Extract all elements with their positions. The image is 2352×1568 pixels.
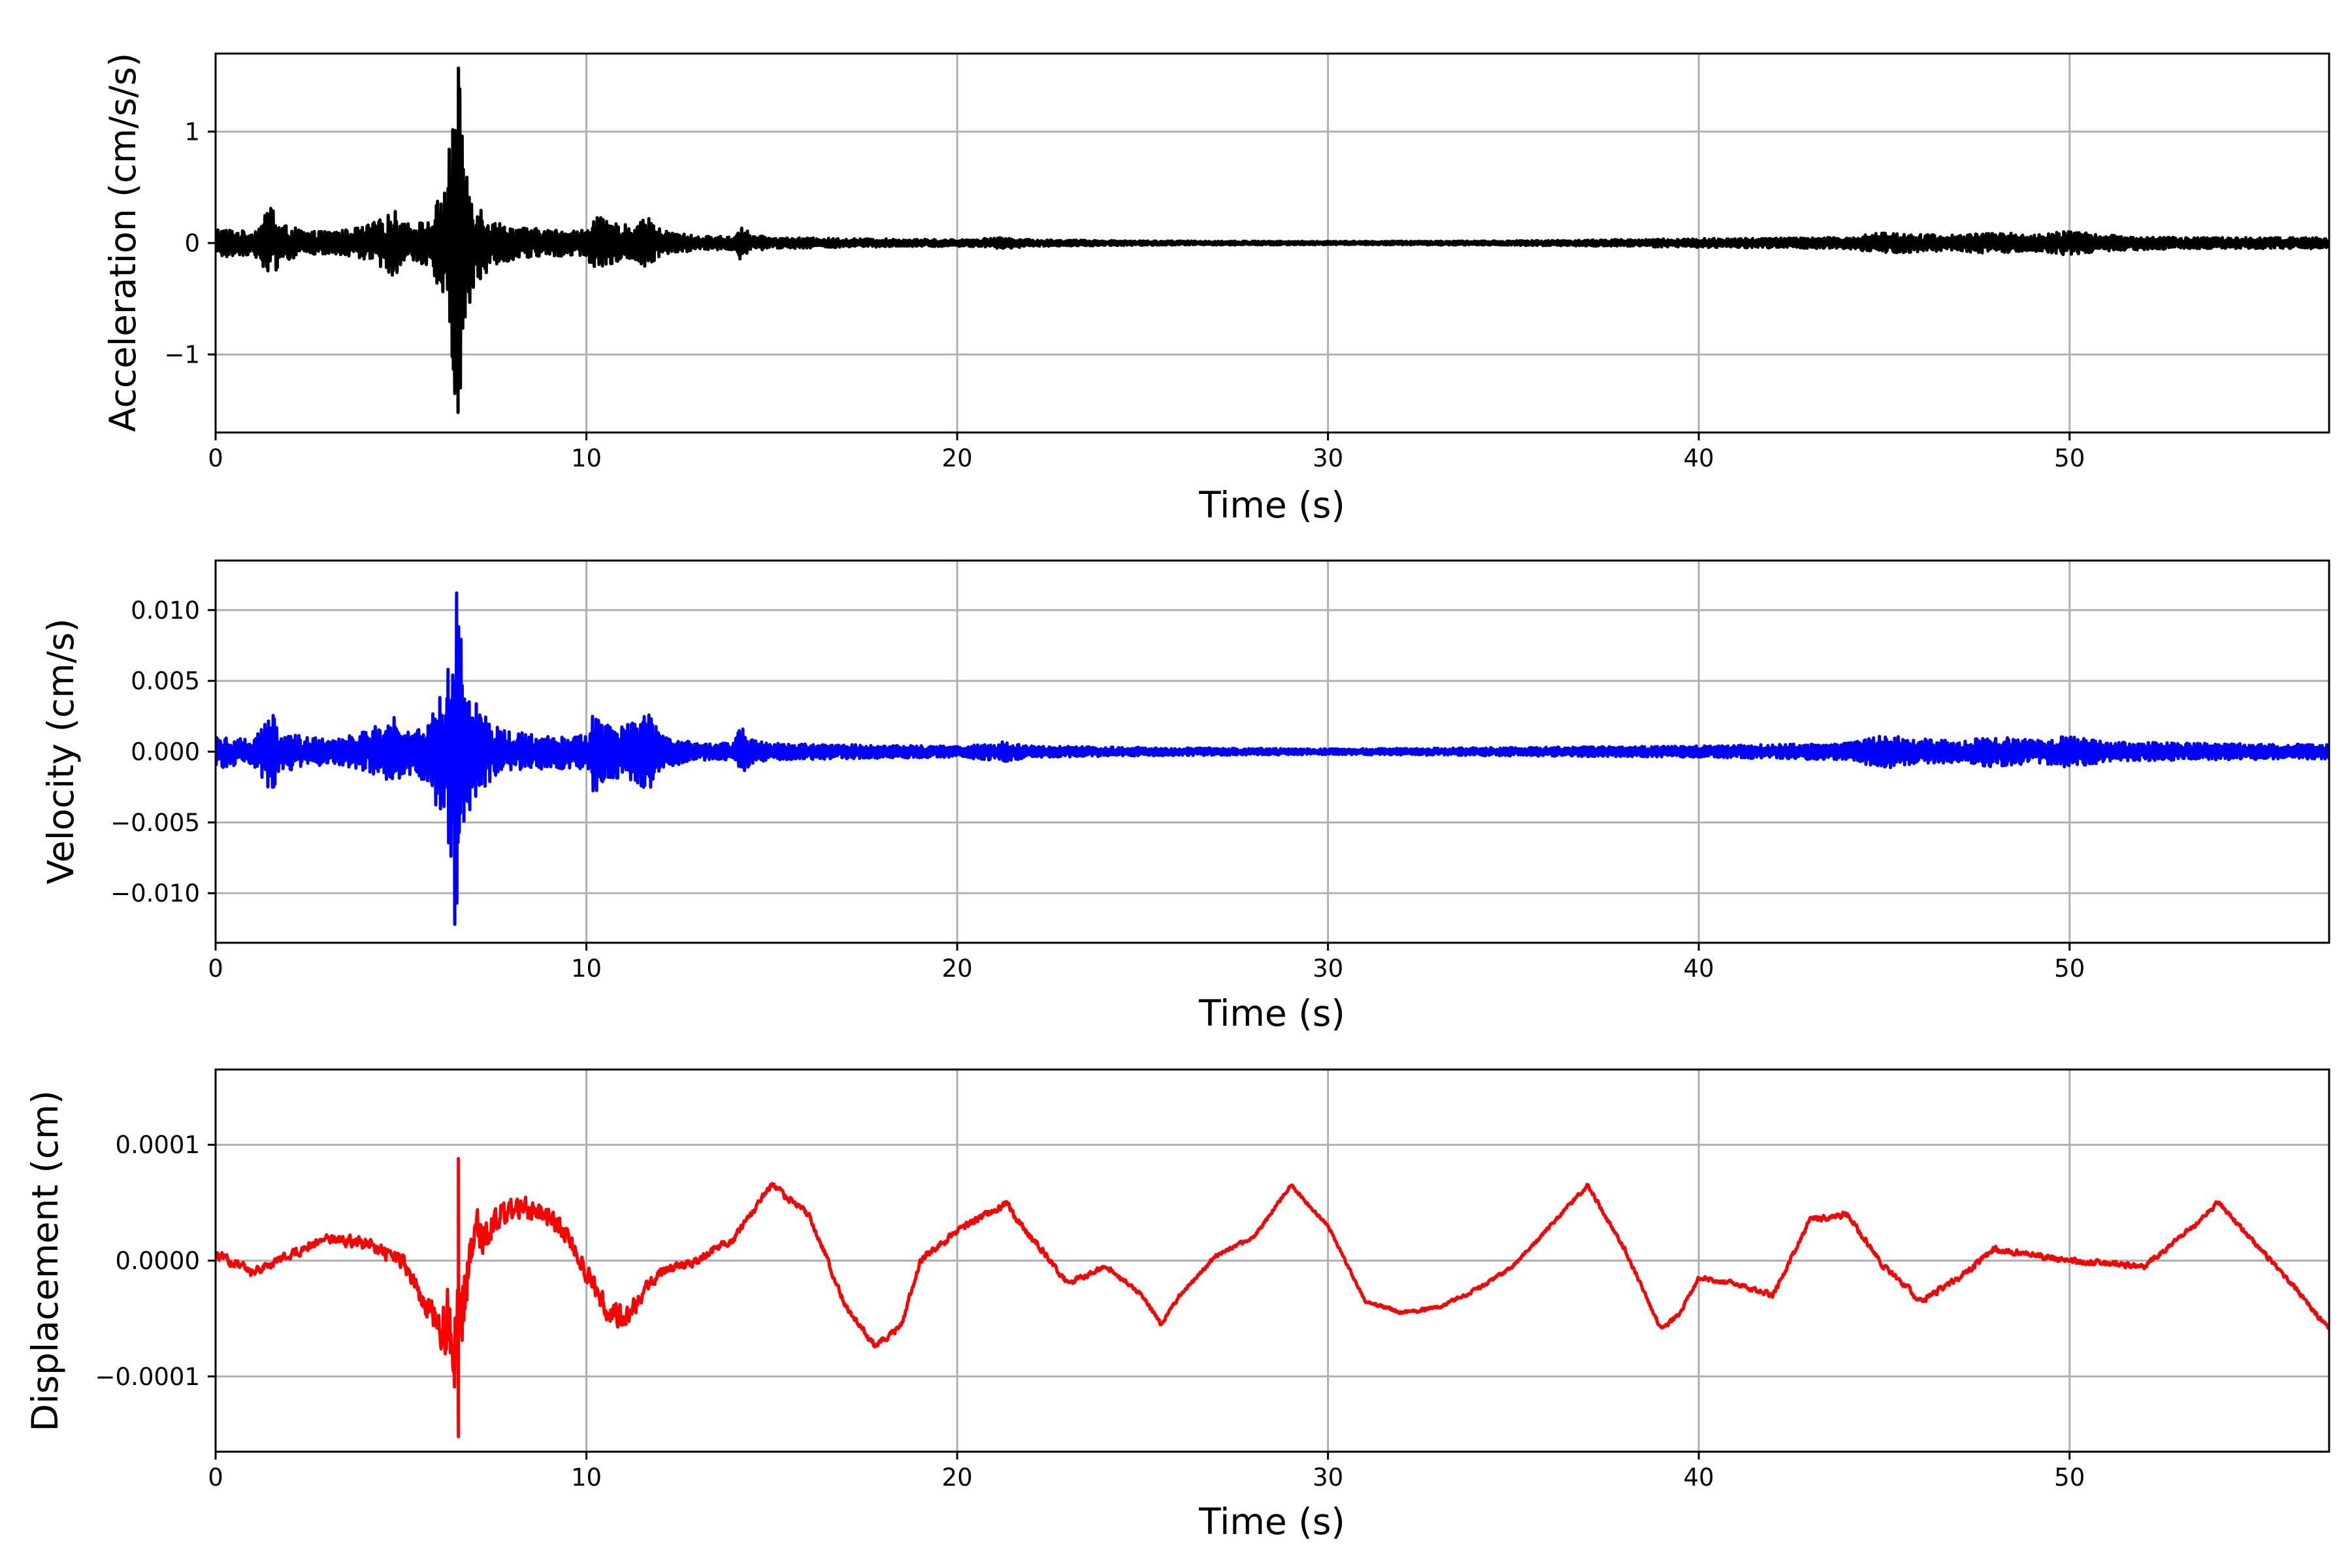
displacement-series-line: [216, 1157, 2329, 1439]
acceleration-x-tick-label: 10: [571, 444, 602, 472]
acceleration-y-tick-label: 0: [184, 229, 200, 257]
velocity-x-tick-label: 0: [208, 955, 223, 983]
displacement-y-tick-label: 0.0000: [116, 1247, 200, 1275]
displacement-x-tick-label: 50: [2054, 1463, 2085, 1492]
velocity-y-tick-label: 0.010: [131, 596, 200, 625]
acceleration-panel: 0 10 20 30 40 50 −1 0 1 Time (s) Acceleration (c…: [102, 52, 2330, 526]
acceleration-x-tick-label: 50: [2054, 444, 2085, 472]
velocity-x-tick-label: 50: [2054, 955, 2085, 983]
displacement-x-tick-label: 40: [1684, 1463, 1714, 1492]
displacement-y-axis-label: Displacement (cm): [24, 1090, 66, 1431]
acceleration-x-tick-label: 30: [1313, 444, 1343, 472]
acceleration-x-axis-label: Time (s): [1198, 484, 1345, 526]
displacement-y-tick-label: 0.0001: [116, 1131, 200, 1159]
displacement-x-tick-label: 0: [208, 1463, 223, 1492]
acceleration-x-tick-label: 0: [208, 444, 223, 472]
acceleration-x-tick-label: 20: [942, 444, 973, 472]
displacement-x-axis-label: Time (s): [1198, 1501, 1345, 1543]
acceleration-x-tick-label: 40: [1684, 444, 1714, 472]
velocity-x-tick-label: 30: [1313, 955, 1343, 983]
velocity-y-tick-label: −0.010: [110, 879, 200, 907]
velocity-y-tick-label: 0.000: [131, 738, 200, 766]
velocity-x-tick-label: 40: [1684, 955, 1714, 983]
acceleration-y-tick-label: 1: [184, 118, 200, 146]
velocity-y-tick-label: −0.005: [110, 809, 200, 837]
displacement-x-tick-label: 30: [1313, 1463, 1343, 1492]
velocity-x-tick-label: 10: [571, 955, 602, 983]
acceleration-y-tick-label: −1: [164, 341, 200, 369]
velocity-y-axis-label: Velocity (cm/s): [40, 618, 82, 884]
velocity-y-tick-label: 0.005: [131, 667, 200, 695]
velocity-x-axis-label: Time (s): [1198, 992, 1345, 1034]
displacement-x-tick-label: 20: [942, 1463, 973, 1492]
velocity-series-line: [216, 591, 2329, 926]
displacement-y-tick-label: −0.0001: [95, 1363, 200, 1391]
acceleration-y-axis-label: Acceleration (cm/s/s): [102, 53, 144, 432]
velocity-panel: 0 10 20 30 40 50 −0.010 −0.005 0.000 0.005 0.010 T…: [40, 559, 2330, 1034]
velocity-x-tick-label: 20: [942, 955, 973, 983]
displacement-x-tick-label: 10: [571, 1463, 602, 1492]
acceleration-series-line: [216, 66, 2329, 414]
